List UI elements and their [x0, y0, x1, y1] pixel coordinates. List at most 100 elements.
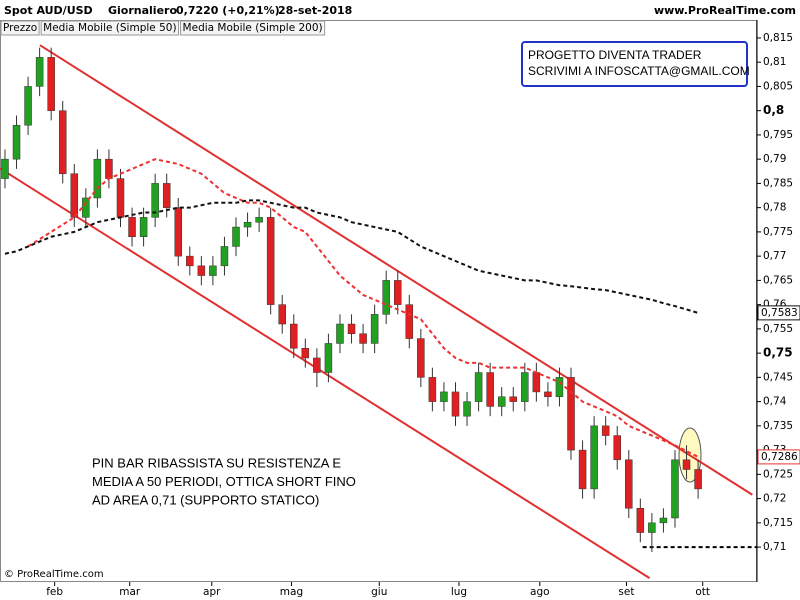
candle-body — [35, 57, 44, 87]
y-tick-label: 0,72 — [763, 493, 786, 505]
candle-body — [393, 280, 402, 305]
x-tick-label: apr — [203, 586, 221, 598]
candle-body — [197, 265, 206, 276]
y-tick-label: 0,725 — [763, 468, 793, 480]
moving-average — [4, 199, 699, 314]
last-value-label: 0,7286 — [761, 451, 798, 463]
candle-body — [440, 391, 448, 402]
candle-body — [336, 323, 344, 344]
legend-box — [180, 20, 326, 36]
candle-body — [451, 391, 460, 417]
candle-body — [1, 158, 9, 179]
candle-body — [463, 401, 471, 417]
candle-body — [301, 348, 310, 359]
trend-line — [39, 44, 753, 496]
last-value-label: 0,7583 — [761, 307, 798, 319]
x-tick-label: mar — [119, 586, 141, 598]
copyright: © ProRealTime.com — [4, 569, 104, 580]
candle-body — [486, 372, 494, 407]
y-tick-label: 0,78 — [763, 202, 786, 214]
last-value-box — [757, 305, 800, 321]
candle-body — [47, 57, 55, 111]
candle-body — [82, 197, 90, 218]
candle-body — [209, 265, 217, 276]
candle-body — [532, 372, 541, 393]
y-tick-label: 0,795 — [763, 129, 793, 141]
candle-body — [521, 372, 529, 402]
legend-box — [0, 20, 40, 36]
legend-entry: Media Mobile (Simple 50) — [43, 22, 176, 34]
candle-body — [290, 323, 298, 349]
candle-body — [347, 323, 356, 334]
y-tick-label: 0,735 — [763, 420, 793, 432]
candle-body — [417, 338, 425, 378]
x-tick-label: lug — [451, 586, 467, 598]
candle-body — [370, 314, 379, 344]
candle-body — [659, 517, 668, 524]
y-tick-label: 0,745 — [763, 371, 793, 383]
header-text: 0,7220 (+0,21%) — [176, 4, 280, 17]
candle-body — [220, 246, 229, 267]
candle-body — [497, 396, 506, 407]
y-tick-label: 0,81 — [763, 56, 786, 68]
x-tick-label: mag — [280, 586, 303, 598]
annotation-text: MEDIA A 50 PERIODI, OTTICA SHORT FINO — [92, 474, 356, 489]
candle-body — [474, 372, 483, 402]
candle-body — [128, 217, 136, 238]
candle-body — [12, 124, 21, 160]
candle-body — [555, 377, 564, 398]
y-tick-label: 0,75 — [763, 346, 793, 360]
candle-body — [567, 377, 575, 451]
candle-body — [590, 425, 598, 490]
candle-body — [324, 343, 333, 373]
x-tick-label: set — [618, 586, 634, 598]
site-text: www.ProRealTime.com — [654, 4, 796, 17]
candle-body — [578, 449, 587, 490]
candle-body — [405, 304, 414, 339]
candle-body — [139, 217, 148, 238]
y-tick-label: 0,8 — [763, 103, 784, 117]
annotation-text: AD AREA 0,71 (SUPPORTO STATICO) — [92, 492, 319, 507]
y-tick-label: 0,77 — [763, 250, 786, 262]
info-text: PROGETTO DIVENTA TRADER — [528, 48, 702, 62]
header-text: 28-set-2018 — [278, 4, 352, 17]
header-text: Giornaliero — [108, 4, 177, 17]
candle-body — [359, 333, 367, 344]
trend-line — [0, 167, 651, 579]
candle-body — [625, 459, 633, 509]
candle-body — [105, 158, 113, 179]
candle-body — [694, 469, 702, 490]
candle-body — [266, 217, 275, 305]
y-tick-label: 0,755 — [763, 323, 793, 335]
y-tick-label: 0,74 — [763, 396, 787, 408]
y-tick-label: 0,775 — [763, 226, 793, 238]
y-tick-label: 0,79 — [763, 153, 786, 165]
y-tick-label: 0,765 — [763, 274, 793, 286]
info-box — [521, 41, 748, 87]
candle-body — [174, 207, 182, 257]
candle-body — [382, 280, 390, 315]
candle-body — [648, 522, 656, 533]
header-text: Spot AUD/USD — [4, 4, 93, 17]
y-tick-label: 0,715 — [763, 517, 793, 529]
candle-body — [116, 178, 125, 218]
info-text: SCRIVIMI A INFOSCATTA@GMAIL.COM — [528, 64, 750, 78]
candle-body — [232, 226, 240, 247]
candle-body — [58, 110, 67, 174]
candle-body — [428, 377, 437, 402]
candle-body — [255, 217, 263, 223]
x-tick-label: giu — [371, 586, 387, 598]
candle-body — [601, 425, 610, 436]
candle-body — [682, 459, 691, 470]
candle-body — [93, 158, 102, 199]
x-tick-label: ott — [695, 586, 710, 598]
candle-body — [313, 357, 321, 373]
candle-body — [544, 391, 552, 398]
candle-body — [151, 183, 159, 218]
y-tick-label: 0,71 — [763, 541, 786, 553]
candle-body — [70, 173, 79, 218]
x-tick-label: ago — [530, 586, 550, 598]
last-value-box — [757, 449, 800, 465]
candle-body — [243, 221, 252, 228]
